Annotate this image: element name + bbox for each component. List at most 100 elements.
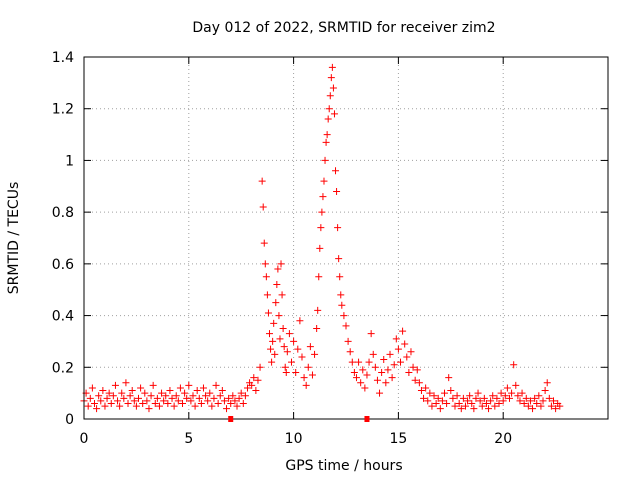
data-point (158, 389, 166, 397)
data-point (453, 392, 461, 400)
data-point (93, 405, 101, 413)
data-point (241, 392, 249, 400)
data-point (155, 402, 163, 410)
data-point (424, 397, 432, 405)
data-point (294, 345, 302, 353)
data-point (262, 273, 270, 281)
data-point (254, 376, 262, 384)
data-point (342, 322, 350, 330)
data-point (491, 402, 499, 410)
data-point (357, 379, 365, 387)
data-point (411, 376, 419, 384)
y-tick-label: 1 (65, 153, 74, 169)
data-point (229, 392, 237, 400)
data-point (271, 350, 279, 358)
data-point (445, 374, 453, 382)
data-point (482, 399, 490, 407)
data-point (97, 397, 105, 405)
data-point (275, 312, 283, 320)
x-axis-label: GPS time / hours (285, 458, 402, 474)
data-point (256, 363, 264, 371)
axis-ticks: 0 0.2 0.4 0.6 0.8 1 1.2 1.4 0 5 10 15 20 (52, 50, 608, 447)
data-point (279, 325, 287, 332)
data-point (348, 358, 356, 366)
data-point (420, 394, 428, 402)
data-point (438, 397, 446, 405)
y-tick-label: 0.2 (52, 360, 74, 376)
data-point (314, 306, 322, 314)
data-point (516, 397, 524, 405)
data-point (327, 74, 335, 82)
data-point (332, 167, 340, 175)
x-tick-label: 15 (389, 431, 407, 447)
data-point (84, 402, 92, 410)
data-point (143, 397, 151, 405)
data-point (533, 399, 541, 407)
data-point (478, 402, 486, 410)
data-point (237, 389, 245, 397)
data-point (333, 187, 341, 195)
data-point (390, 361, 398, 369)
data-point (501, 392, 509, 400)
data-point (124, 399, 132, 407)
data-point (181, 389, 189, 397)
data-point (151, 399, 159, 407)
data-point (470, 405, 478, 413)
data-point (409, 363, 417, 371)
data-point (277, 260, 285, 268)
data-point (292, 368, 300, 376)
data-point (322, 138, 330, 146)
data-point (417, 387, 425, 395)
data-point (380, 356, 388, 364)
data-point (90, 399, 98, 407)
data-point (434, 394, 442, 402)
data-point (535, 392, 543, 400)
data-point (137, 384, 145, 392)
data-point (128, 387, 136, 395)
y-tick-label: 1.4 (52, 50, 74, 66)
data-point (510, 361, 518, 369)
data-point (141, 389, 149, 397)
plot-frame (83, 56, 609, 420)
data-point (330, 110, 338, 118)
data-point (218, 387, 226, 395)
data-point (476, 397, 484, 405)
data-point (105, 389, 113, 397)
data-point (384, 366, 392, 374)
data-point (547, 402, 555, 410)
data-point (296, 317, 304, 325)
data-point (261, 260, 269, 268)
data-point (193, 387, 201, 395)
data-point (365, 358, 373, 366)
data-point (285, 330, 293, 338)
data-point (288, 358, 296, 366)
data-point (280, 343, 288, 351)
data-point (130, 397, 138, 405)
data-point (278, 291, 286, 299)
data-point (369, 350, 377, 358)
data-point (202, 392, 210, 400)
x-tick-label: 5 (184, 431, 193, 447)
data-point (235, 394, 243, 402)
data-point (126, 392, 134, 400)
data-point (172, 392, 180, 400)
chart-title: Day 012 of 2022, SRMTID for receiver zim… (192, 20, 495, 36)
data-point (485, 405, 493, 413)
data-point (170, 402, 178, 410)
data-point (270, 319, 278, 327)
data-point (264, 309, 272, 317)
data-point (451, 402, 459, 410)
data-point (176, 384, 184, 392)
data-point (111, 381, 119, 389)
data-point (153, 394, 161, 402)
data-point (216, 392, 224, 400)
data-point (223, 405, 231, 413)
data-point (480, 394, 488, 402)
data-point (505, 394, 513, 402)
data-point (319, 193, 327, 201)
data-point (430, 392, 438, 400)
data-point (426, 389, 434, 397)
data-point (86, 394, 94, 402)
data-point (336, 273, 344, 281)
